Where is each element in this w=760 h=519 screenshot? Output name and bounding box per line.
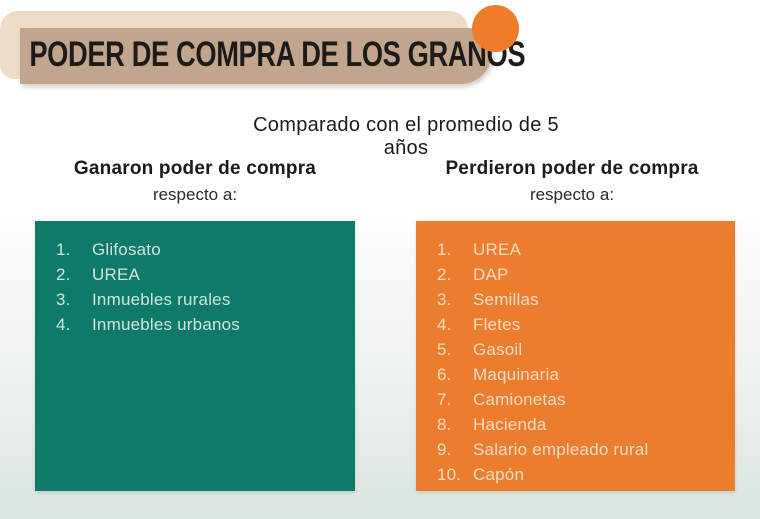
list-item-label: Capón bbox=[473, 464, 525, 484]
list-item: 1. Glifosato bbox=[56, 237, 345, 262]
list-item: 5. Gasoil bbox=[437, 337, 725, 362]
list-item-label: Salario empleado rural bbox=[473, 439, 649, 459]
list-item: 10. Capón bbox=[437, 462, 725, 487]
accent-circle bbox=[472, 5, 519, 52]
list-item: 7. Camionetas bbox=[437, 387, 725, 412]
gained-respecto-label: respecto a: bbox=[152, 185, 238, 204]
list-item: 3. Semillas bbox=[437, 287, 725, 312]
header-banner: PODER DE COMPRA DE LOS GRANOS bbox=[20, 28, 526, 84]
gained-title: Ganaron poder de compra bbox=[73, 158, 317, 179]
page-title: PODER DE COMPRA DE LOS GRANOS bbox=[29, 35, 526, 74]
list-item-number: 1. bbox=[56, 239, 71, 259]
list-item: 4. Inmuebles urbanos bbox=[56, 312, 345, 337]
list-item-label: Fletes bbox=[473, 314, 521, 334]
gained-list-box: 1. Glifosato 2. UREA 3. Inmuebles rurales 4. In… bbox=[35, 221, 355, 491]
list-item: 8. Hacienda bbox=[437, 412, 725, 437]
list-item-label: Inmuebles rurales bbox=[92, 289, 231, 309]
list-item-number: 8. bbox=[437, 414, 452, 434]
lost-list-box: 1. UREA 2. DAP 3. Semillas 4. Fletes 5. Gasoil 6. M… bbox=[416, 221, 735, 491]
list-item-number: 1. bbox=[437, 239, 452, 259]
list-item-number: 9. bbox=[437, 439, 452, 459]
list-item-number: 2. bbox=[437, 264, 452, 284]
list-item-number: 3. bbox=[56, 289, 71, 309]
list-item-label: DAP bbox=[473, 264, 509, 284]
list-item-number: 10. bbox=[437, 464, 462, 484]
list-item-label: UREA bbox=[473, 239, 522, 259]
list-item-number: 2. bbox=[56, 264, 71, 284]
lost-title: Perdieron poder de compra bbox=[445, 158, 699, 179]
comparison-subtitle: Comparado con el promedio de 5 años bbox=[253, 114, 559, 159]
list-item: 4. Fletes bbox=[437, 312, 725, 337]
list-item-label: Glifosato bbox=[92, 239, 161, 259]
list-item: 1. UREA bbox=[437, 237, 725, 262]
list-item-label: Camionetas bbox=[473, 389, 566, 409]
list-item: 2. DAP bbox=[437, 262, 725, 287]
list-item-label: UREA bbox=[92, 264, 141, 284]
list-item-label: Inmuebles urbanos bbox=[92, 314, 240, 334]
list-item-number: 6. bbox=[437, 364, 452, 384]
lost-respecto-label: respecto a: bbox=[529, 185, 615, 204]
list-item-number: 7. bbox=[437, 389, 452, 409]
gained-column-header: Ganaron poder de compra respecto a: bbox=[45, 158, 345, 205]
list-item: 9. Salario empleado rural bbox=[437, 437, 725, 462]
list-item: 2. UREA bbox=[56, 262, 345, 287]
list-item-label: Semillas bbox=[473, 289, 539, 309]
list-item-label: Hacienda bbox=[473, 414, 547, 434]
list-item-number: 3. bbox=[437, 289, 452, 309]
list-item-number: 4. bbox=[56, 314, 71, 334]
list-item-label: Maquinaria bbox=[473, 364, 560, 384]
list-item-number: 5. bbox=[437, 339, 452, 359]
list-item-label: Gasoil bbox=[473, 339, 523, 359]
list-item-number: 4. bbox=[437, 314, 452, 334]
list-item: 3. Inmuebles rurales bbox=[56, 287, 345, 312]
lost-column-header: Perdieron poder de compra respecto a: bbox=[422, 158, 722, 205]
list-item: 6. Maquinaria bbox=[437, 362, 725, 387]
